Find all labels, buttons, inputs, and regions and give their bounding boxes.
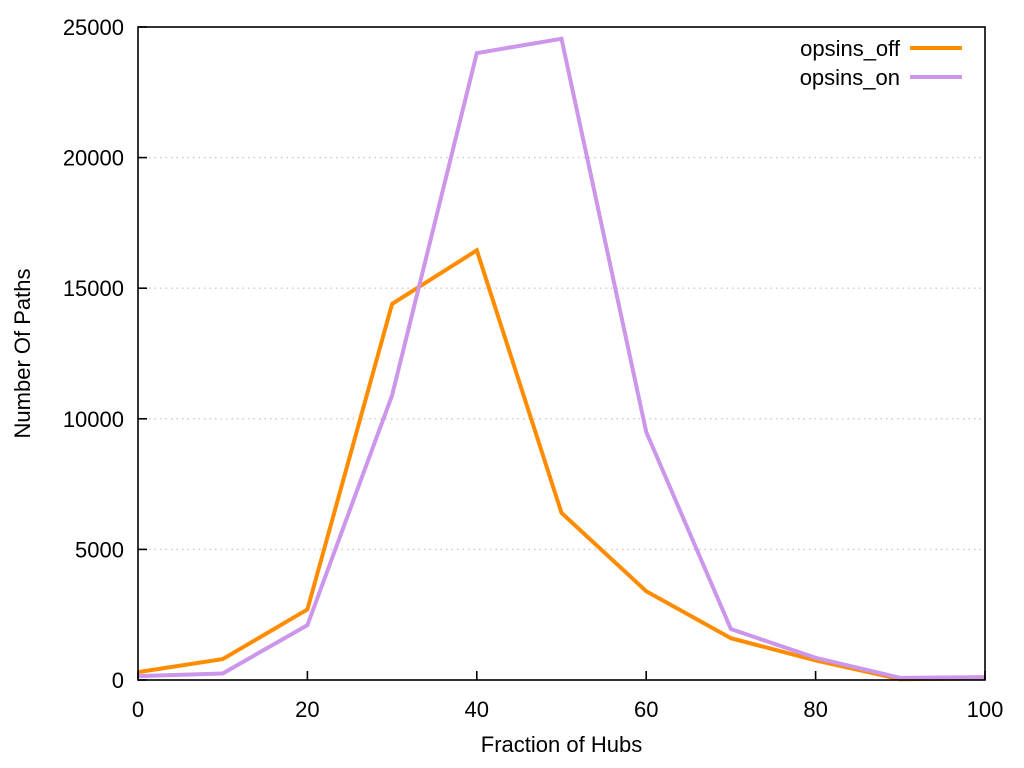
y-axis-tick-label: 5000 [75, 537, 124, 562]
x-axis-tick-label: 100 [967, 697, 1004, 722]
x-axis-tick-label: 60 [634, 697, 658, 722]
x-axis-tick-label: 40 [465, 697, 489, 722]
y-axis-tick-label: 0 [112, 668, 124, 693]
series-line-opsins_off [137, 247, 986, 682]
y-axis-tick-label: 15000 [63, 276, 124, 301]
x-axis-title: Fraction of Hubs [481, 732, 642, 757]
legend-label-opsins_on: opsins_on [800, 65, 900, 90]
y-axis-tick-label: 20000 [63, 146, 124, 171]
plot-border [137, 26, 986, 681]
x-axis-tick-label: 0 [132, 697, 144, 722]
legend-label-opsins_off: opsins_off [800, 36, 901, 61]
y-axis-tick-label: 25000 [63, 15, 124, 40]
x-axis-tick-label: 80 [803, 697, 827, 722]
series-line-opsins_on [137, 36, 986, 680]
legend: opsins_off opsins_on [800, 36, 962, 90]
y-axis-tick-label: 10000 [63, 407, 124, 432]
y-axis-title: Number Of Paths [10, 269, 35, 439]
x-axis-tick-label: 20 [295, 697, 319, 722]
